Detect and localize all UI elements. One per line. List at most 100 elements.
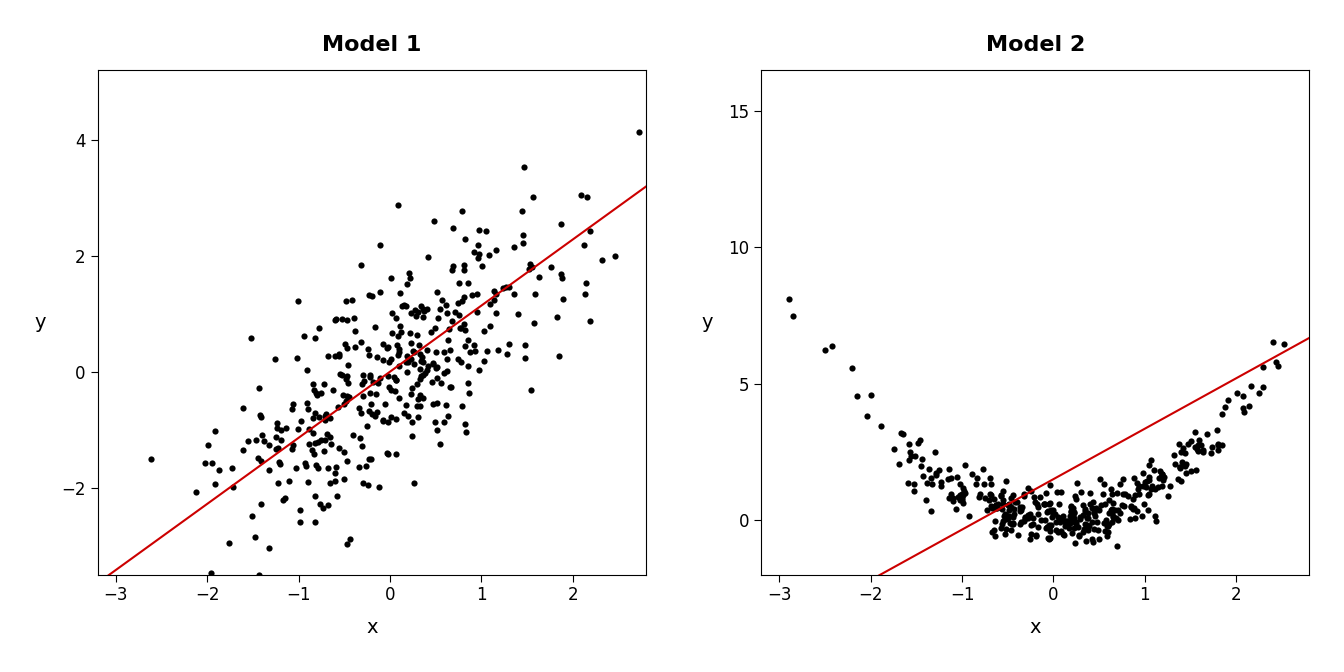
Point <box>360 291 382 302</box>
Point <box>954 488 976 499</box>
Point <box>953 486 974 497</box>
Point <box>304 384 325 395</box>
Point <box>949 490 970 501</box>
Point <box>370 240 391 251</box>
Point <box>841 362 863 373</box>
Point <box>938 464 960 474</box>
Point <box>406 401 427 411</box>
Point <box>1068 530 1090 541</box>
Point <box>986 502 1008 513</box>
Point <box>1130 511 1152 522</box>
Point <box>937 474 958 485</box>
Point <box>961 469 982 480</box>
Point <box>1063 516 1085 527</box>
Point <box>1093 478 1114 489</box>
Point <box>528 271 550 282</box>
Point <box>1009 502 1031 513</box>
Point <box>1064 537 1086 548</box>
Point <box>464 247 485 257</box>
Point <box>1125 512 1146 523</box>
Point <box>465 346 487 357</box>
Point <box>1034 498 1055 509</box>
Point <box>1040 519 1062 530</box>
Point <box>403 478 425 489</box>
Point <box>265 444 286 454</box>
Point <box>368 287 390 298</box>
Point <box>359 372 380 382</box>
Point <box>821 340 843 351</box>
Point <box>1054 517 1075 528</box>
Point <box>1180 435 1202 446</box>
Point <box>258 464 280 475</box>
Point <box>355 461 376 472</box>
Point <box>1120 514 1141 525</box>
Point <box>605 251 626 261</box>
Point <box>1067 522 1089 533</box>
Point <box>317 350 339 361</box>
Point <box>1122 504 1144 515</box>
Point <box>1102 505 1124 515</box>
Point <box>981 503 1003 513</box>
Point <box>1138 489 1160 500</box>
X-axis label: x: x <box>366 618 378 637</box>
Point <box>282 398 304 409</box>
Point <box>981 526 1003 537</box>
Point <box>204 426 226 437</box>
Point <box>254 435 276 446</box>
Point <box>574 289 595 300</box>
Point <box>992 519 1013 530</box>
Point <box>1191 439 1212 450</box>
Point <box>1016 513 1038 523</box>
Point <box>1079 521 1101 532</box>
Point <box>1102 497 1124 508</box>
Point <box>503 288 524 299</box>
Point <box>1038 519 1059 530</box>
Point <box>386 313 407 324</box>
Point <box>980 489 1001 500</box>
Point <box>495 282 516 292</box>
Point <box>296 398 317 409</box>
Point <box>1087 534 1109 544</box>
Point <box>1003 509 1024 519</box>
Point <box>1083 507 1105 518</box>
Point <box>1169 446 1191 457</box>
Point <box>985 503 1007 513</box>
Point <box>1082 503 1103 513</box>
Point <box>1101 507 1122 517</box>
Point <box>524 318 546 329</box>
Point <box>519 263 540 274</box>
Point <box>317 462 339 473</box>
Point <box>417 365 438 376</box>
Point <box>1196 428 1218 439</box>
Point <box>437 334 458 345</box>
Point <box>1098 519 1120 530</box>
Point <box>251 429 273 440</box>
Point <box>1192 447 1214 458</box>
Point <box>939 489 961 499</box>
Point <box>1024 497 1046 507</box>
Point <box>435 399 457 410</box>
Point <box>591 255 613 265</box>
Point <box>1050 487 1071 497</box>
Point <box>911 454 933 465</box>
Point <box>1087 525 1109 536</box>
Point <box>478 321 500 332</box>
Point <box>473 326 495 337</box>
Point <box>378 357 399 368</box>
Point <box>335 395 356 406</box>
Point <box>1017 510 1039 521</box>
Point <box>1077 520 1098 531</box>
Point <box>329 368 351 379</box>
Point <box>1105 513 1126 523</box>
Point <box>910 460 931 471</box>
Point <box>249 410 270 421</box>
Point <box>195 457 216 468</box>
Point <box>905 451 926 462</box>
Point <box>1234 407 1255 418</box>
Point <box>476 345 497 356</box>
Point <box>462 339 484 350</box>
Point <box>1046 517 1067 528</box>
Point <box>382 307 403 318</box>
Point <box>339 392 360 403</box>
Point <box>1177 438 1199 449</box>
